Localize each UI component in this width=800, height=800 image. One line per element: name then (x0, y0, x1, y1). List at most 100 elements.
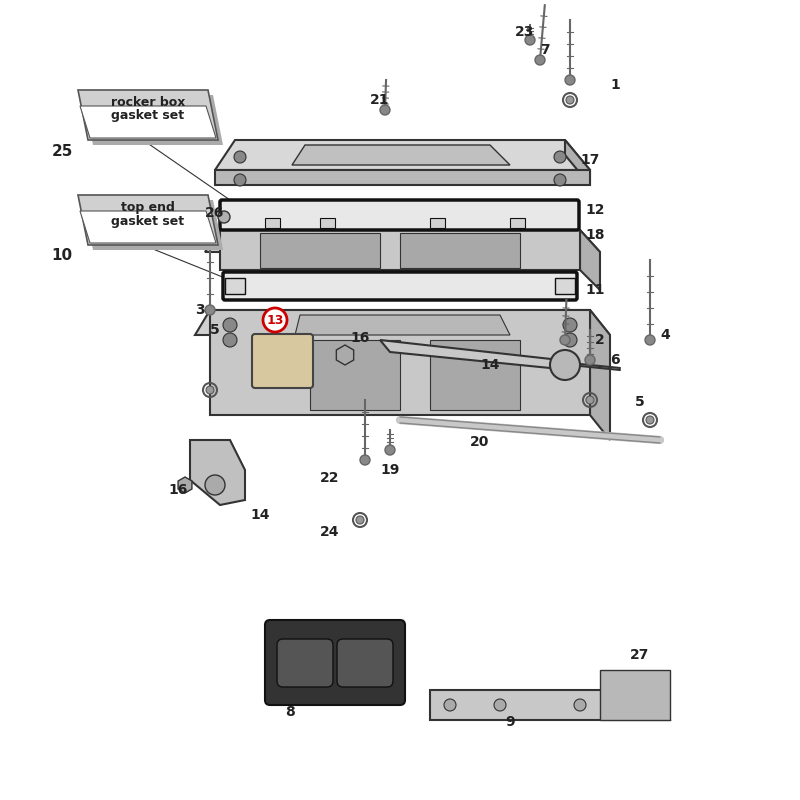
Circle shape (563, 333, 577, 347)
Circle shape (223, 318, 237, 332)
Text: 16: 16 (350, 331, 370, 345)
Circle shape (574, 699, 586, 711)
Text: gasket set: gasket set (111, 214, 185, 227)
Text: 1: 1 (610, 78, 620, 92)
Text: 5: 5 (635, 395, 645, 409)
Text: 2: 2 (595, 333, 605, 347)
Text: 14: 14 (480, 358, 500, 372)
Bar (225, 278, 245, 294)
Bar (320, 218, 335, 228)
Circle shape (586, 396, 594, 404)
Text: 16: 16 (168, 483, 188, 497)
Polygon shape (78, 195, 218, 245)
Polygon shape (590, 310, 610, 440)
Polygon shape (83, 200, 223, 250)
Bar (400, 233, 520, 268)
Text: 25: 25 (51, 145, 73, 159)
Circle shape (263, 308, 287, 332)
FancyBboxPatch shape (337, 639, 393, 687)
Circle shape (360, 455, 370, 465)
Polygon shape (600, 670, 670, 720)
Bar (555, 278, 575, 294)
Text: 23: 23 (515, 25, 534, 39)
Polygon shape (210, 310, 590, 415)
Circle shape (645, 335, 655, 345)
Circle shape (223, 333, 237, 347)
Circle shape (566, 96, 574, 104)
Text: 22: 22 (320, 471, 340, 485)
Text: 6: 6 (610, 353, 620, 367)
Circle shape (525, 35, 535, 45)
Polygon shape (83, 95, 223, 145)
Polygon shape (580, 230, 600, 290)
Circle shape (646, 416, 654, 424)
Text: 14: 14 (250, 508, 270, 522)
Text: 3: 3 (195, 303, 205, 317)
Polygon shape (565, 140, 590, 185)
Bar (510, 218, 525, 228)
Text: 27: 27 (630, 648, 650, 662)
Polygon shape (80, 211, 216, 243)
FancyBboxPatch shape (277, 639, 333, 687)
Text: rocker box: rocker box (111, 95, 185, 109)
FancyBboxPatch shape (265, 620, 405, 705)
Text: 11: 11 (586, 283, 605, 297)
Text: 10: 10 (51, 247, 73, 262)
Polygon shape (190, 440, 245, 505)
Circle shape (494, 699, 506, 711)
Circle shape (585, 355, 595, 365)
Bar (265, 218, 280, 228)
FancyBboxPatch shape (220, 200, 579, 230)
Circle shape (550, 350, 580, 380)
Polygon shape (80, 106, 216, 138)
Circle shape (563, 318, 577, 332)
Text: 13: 13 (266, 314, 284, 326)
FancyBboxPatch shape (223, 272, 577, 300)
Polygon shape (430, 690, 670, 720)
Circle shape (560, 335, 570, 345)
Circle shape (234, 174, 246, 186)
Polygon shape (220, 230, 580, 270)
Text: 18: 18 (586, 228, 605, 242)
Text: 17: 17 (580, 153, 600, 167)
Text: 7: 7 (540, 43, 550, 57)
Bar (310, 340, 400, 410)
Polygon shape (205, 230, 600, 252)
Circle shape (205, 305, 215, 315)
Circle shape (554, 151, 566, 163)
Polygon shape (380, 340, 570, 370)
Circle shape (380, 105, 390, 115)
Bar (430, 340, 520, 410)
Circle shape (356, 516, 364, 524)
Text: 21: 21 (370, 93, 390, 107)
Polygon shape (215, 170, 590, 185)
Text: gasket set: gasket set (111, 110, 185, 122)
Circle shape (444, 699, 456, 711)
Circle shape (206, 386, 214, 394)
Text: 4: 4 (660, 328, 670, 342)
Text: 20: 20 (470, 435, 490, 449)
Text: 9: 9 (505, 715, 515, 729)
Text: top end: top end (121, 201, 175, 214)
Circle shape (234, 151, 246, 163)
Polygon shape (292, 145, 510, 165)
Text: 5: 5 (210, 323, 220, 337)
Circle shape (218, 211, 230, 223)
Polygon shape (195, 310, 610, 335)
Text: 12: 12 (586, 203, 605, 217)
Text: 19: 19 (380, 463, 400, 477)
Circle shape (634, 699, 646, 711)
Bar (430, 218, 445, 228)
Polygon shape (295, 315, 510, 335)
Circle shape (535, 55, 545, 65)
Polygon shape (78, 90, 218, 140)
Circle shape (554, 174, 566, 186)
Circle shape (565, 75, 575, 85)
Polygon shape (215, 140, 590, 170)
Text: 24: 24 (320, 525, 340, 539)
Circle shape (205, 475, 225, 495)
Bar (260, 233, 380, 268)
Text: 8: 8 (285, 705, 295, 719)
Text: 26: 26 (206, 206, 225, 220)
Circle shape (385, 445, 395, 455)
